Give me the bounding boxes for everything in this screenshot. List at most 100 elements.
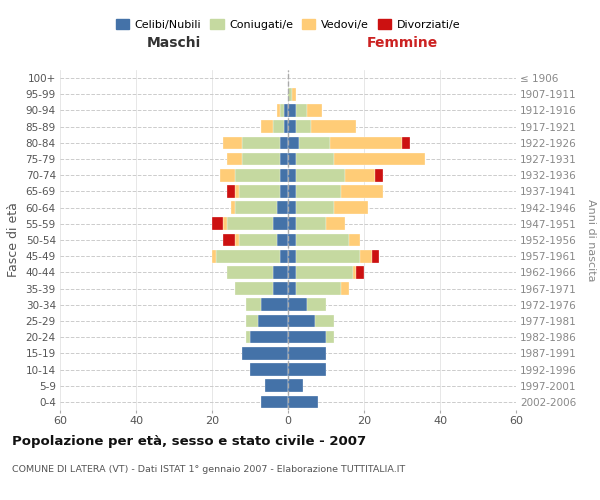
Bar <box>288 136 299 149</box>
Bar <box>223 136 242 149</box>
Bar <box>216 250 280 262</box>
Bar <box>402 136 410 149</box>
Bar <box>288 169 296 181</box>
Bar <box>284 104 288 117</box>
Bar <box>288 282 296 295</box>
Bar <box>227 218 273 230</box>
Bar <box>296 202 334 214</box>
Bar <box>288 298 307 311</box>
Bar <box>288 152 296 166</box>
Bar <box>371 250 379 262</box>
Bar <box>292 88 296 101</box>
Bar <box>288 234 296 246</box>
Bar <box>262 298 288 311</box>
Bar <box>277 104 280 117</box>
Bar <box>262 120 273 133</box>
Bar <box>277 202 288 214</box>
Bar <box>341 282 349 295</box>
Bar <box>250 363 288 376</box>
Bar <box>227 185 235 198</box>
Bar <box>227 152 242 166</box>
Bar <box>288 363 326 376</box>
Bar <box>314 314 334 328</box>
Bar <box>280 152 288 166</box>
Bar <box>246 298 262 311</box>
Bar <box>223 218 227 230</box>
Bar <box>235 202 277 214</box>
Bar <box>262 396 288 408</box>
Bar <box>307 104 322 117</box>
Bar <box>360 250 371 262</box>
Bar <box>242 136 280 149</box>
Bar <box>296 218 326 230</box>
Bar <box>288 396 319 408</box>
Bar <box>239 234 277 246</box>
Text: Femmine: Femmine <box>367 36 437 50</box>
Bar <box>334 202 368 214</box>
Bar <box>296 250 360 262</box>
Bar <box>288 266 296 278</box>
Bar <box>280 104 284 117</box>
Bar <box>353 266 356 278</box>
Bar <box>235 185 239 198</box>
Bar <box>296 282 341 295</box>
Bar <box>349 234 360 246</box>
Bar <box>288 314 314 328</box>
Bar <box>223 234 235 246</box>
Bar <box>288 202 296 214</box>
Y-axis label: Anni di nascita: Anni di nascita <box>586 198 596 281</box>
Bar <box>311 120 356 133</box>
Bar <box>288 250 296 262</box>
Bar <box>296 169 345 181</box>
Bar <box>250 331 288 344</box>
Bar <box>212 250 216 262</box>
Text: Popolazione per età, sesso e stato civile - 2007: Popolazione per età, sesso e stato civil… <box>12 435 366 448</box>
Bar <box>326 331 334 344</box>
Bar <box>330 136 402 149</box>
Bar <box>288 88 292 101</box>
Bar <box>326 218 345 230</box>
Bar <box>235 169 280 181</box>
Legend: Celibi/Nubili, Coniugati/e, Vedovi/e, Divorziati/e: Celibi/Nubili, Coniugati/e, Vedovi/e, Di… <box>112 14 464 34</box>
Bar <box>220 169 235 181</box>
Bar <box>273 266 288 278</box>
Bar <box>273 282 288 295</box>
Bar <box>299 136 330 149</box>
Bar <box>246 314 257 328</box>
Bar <box>345 169 376 181</box>
Bar <box>288 347 326 360</box>
Bar <box>280 250 288 262</box>
Text: COMUNE DI LATERA (VT) - Dati ISTAT 1° gennaio 2007 - Elaborazione TUTTITALIA.IT: COMUNE DI LATERA (VT) - Dati ISTAT 1° ge… <box>12 465 405 474</box>
Bar <box>212 218 223 230</box>
Bar <box>273 120 284 133</box>
Bar <box>235 234 239 246</box>
Bar <box>280 169 288 181</box>
Bar <box>231 202 235 214</box>
Bar <box>273 218 288 230</box>
Bar <box>288 218 296 230</box>
Bar <box>265 380 288 392</box>
Bar <box>356 266 364 278</box>
Bar <box>242 152 280 166</box>
Bar <box>227 266 273 278</box>
Bar <box>246 331 250 344</box>
Bar <box>334 152 425 166</box>
Y-axis label: Fasce di età: Fasce di età <box>7 202 20 278</box>
Bar <box>296 234 349 246</box>
Bar <box>376 169 383 181</box>
Bar <box>288 104 296 117</box>
Bar <box>288 185 296 198</box>
Bar <box>257 314 288 328</box>
Bar <box>288 120 296 133</box>
Bar <box>341 185 383 198</box>
Bar <box>280 185 288 198</box>
Text: Maschi: Maschi <box>147 36 201 50</box>
Bar <box>307 298 326 311</box>
Bar <box>277 234 288 246</box>
Bar <box>288 331 326 344</box>
Bar <box>239 185 280 198</box>
Bar <box>296 120 311 133</box>
Bar <box>284 120 288 133</box>
Bar <box>296 266 353 278</box>
Bar <box>280 136 288 149</box>
